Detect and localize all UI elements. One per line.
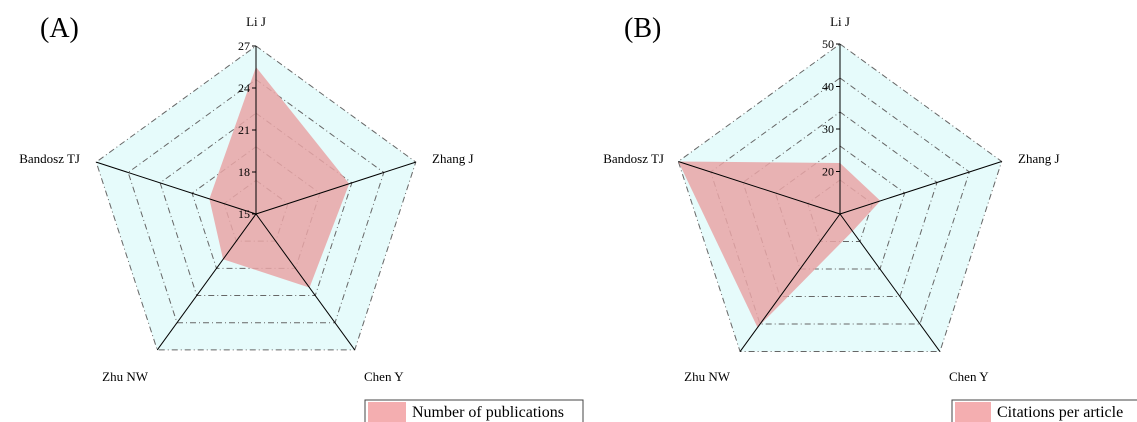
tick-label-b-3: 50: [822, 37, 834, 51]
data-area-b: [678, 161, 881, 328]
axis-label-b-4: Bandosz TJ: [603, 151, 664, 166]
tick-label-a-0: 15: [238, 207, 250, 221]
spoke-b-2: [839, 213, 941, 352]
tick-label-a-3: 24: [238, 81, 250, 95]
axis-label-a-3: Zhu NW: [102, 369, 149, 384]
grid-ring-b-2: [774, 145, 906, 270]
panel-label-b: (B): [624, 13, 661, 44]
legend-box-a: [364, 399, 584, 422]
tick-label-b-2: 40: [822, 80, 834, 94]
legend-swatch-a: [368, 402, 406, 422]
spoke-a-1: [255, 161, 416, 215]
tick-label-a-1: 18: [238, 165, 250, 179]
axis-label-a-2: Chen Y: [364, 369, 404, 384]
radar-layer-a: 15 18 21 24 27: [95, 39, 417, 351]
axis-label-b-2: Chen Y: [949, 369, 989, 384]
axis-label-a-1: Zhang J: [432, 151, 474, 166]
radar-chart-a: 15 18 21 24 27 (A) Li J Zhang J Chen Y Zhu N…: [19, 13, 584, 422]
legend-box-b: [951, 399, 1137, 422]
grid-ring-a-0: [127, 78, 385, 324]
spoke-b-1: [839, 160, 1002, 215]
axis-label-a-0: Li J: [246, 14, 266, 29]
tick-label-b-0: 20: [822, 165, 834, 179]
legend-a: Number of publications: [364, 399, 584, 422]
tick-label-a-2: 21: [238, 123, 250, 137]
grid-ring-b-0: [710, 77, 970, 325]
tick-label-b-1: 30: [822, 122, 834, 136]
legend-swatch-b: [955, 402, 991, 422]
data-area-a: [209, 67, 350, 288]
spoke-b-4: [678, 160, 841, 215]
spoke-a-2: [255, 213, 356, 351]
axis-label-b-0: Li J: [830, 14, 850, 29]
axis-label-b-3: Zhu NW: [684, 369, 731, 384]
legend-b: Citations per article: [951, 399, 1137, 422]
spoke-a-3: [156, 213, 257, 351]
spoke-a-4: [96, 161, 257, 215]
radar-layer-b: 20 30 40 50: [677, 37, 1003, 353]
axis-label-a-4: Bandosz TJ: [19, 151, 80, 166]
legend-label-b: Citations per article: [997, 404, 1123, 421]
legend-label-a: Number of publications: [412, 404, 564, 421]
spoke-b-3: [739, 213, 841, 352]
axis-label-b-1: Zhang J: [1018, 151, 1060, 166]
tick-label-a-4: 27: [238, 39, 250, 53]
panel-label-a: (A): [40, 13, 79, 44]
